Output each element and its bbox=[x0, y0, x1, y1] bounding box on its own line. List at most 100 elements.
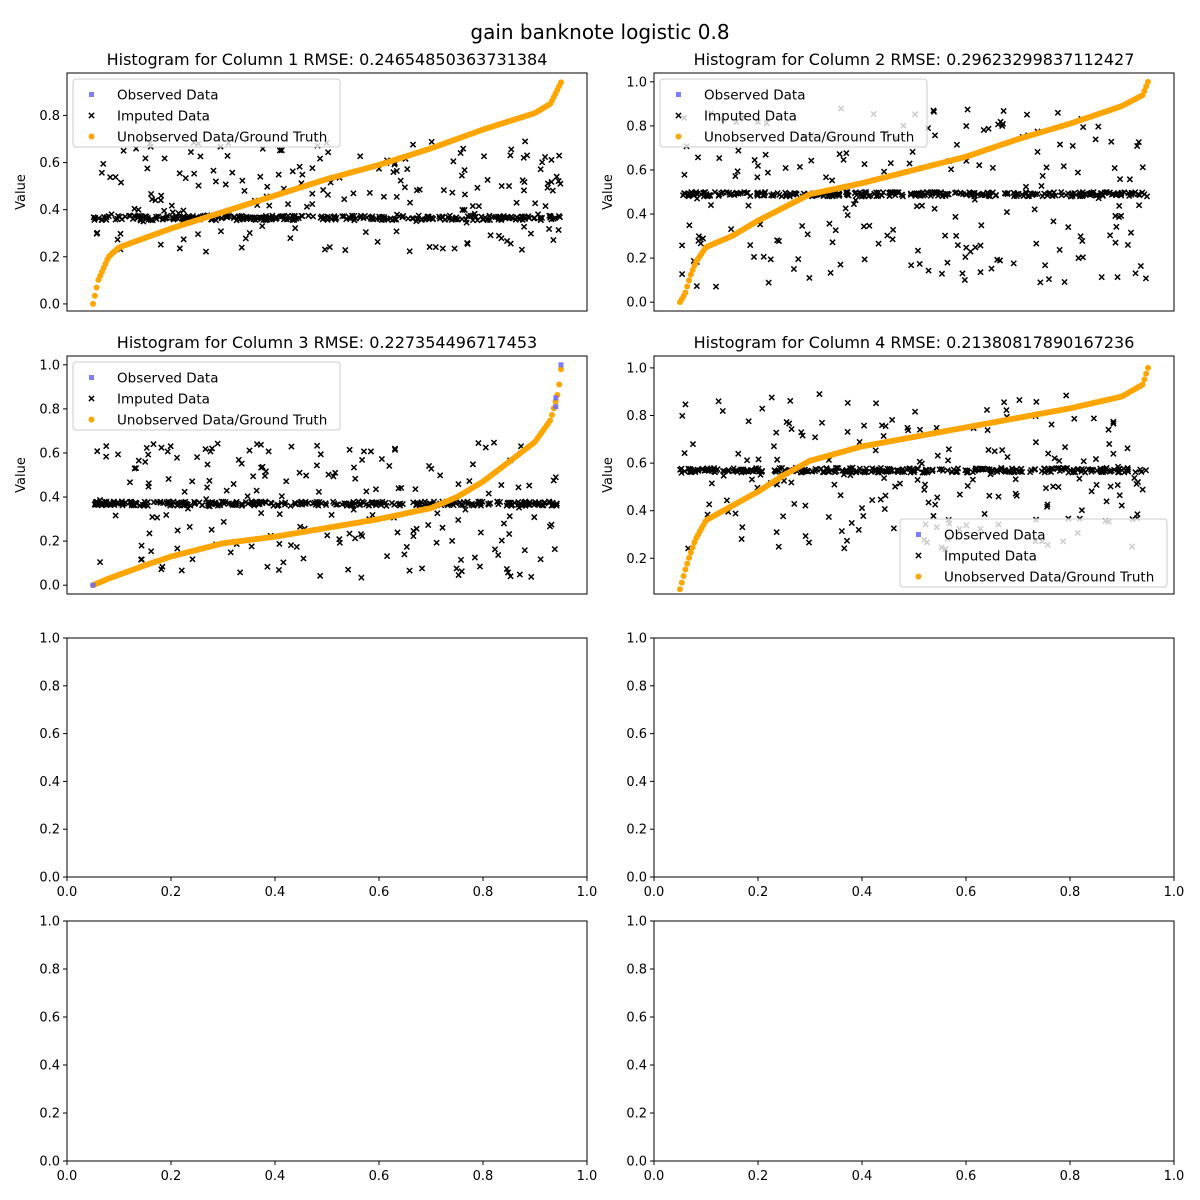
imputed-point bbox=[755, 468, 763, 475]
imputed-point bbox=[1117, 192, 1125, 199]
imputed-point bbox=[798, 429, 805, 436]
y-tick-label: 0.6 bbox=[39, 446, 60, 461]
x-tick-label: 0.6 bbox=[956, 885, 977, 900]
imputed-point bbox=[292, 225, 299, 232]
imputed-point bbox=[1115, 469, 1122, 476]
imputed-point bbox=[779, 513, 787, 520]
imputed-point bbox=[498, 182, 505, 190]
imputed-point bbox=[138, 213, 145, 220]
imputed-point bbox=[259, 222, 266, 230]
imputed-point bbox=[477, 529, 484, 536]
y-tick-label: 0.2 bbox=[626, 252, 647, 267]
imputed-point bbox=[145, 451, 152, 458]
imputed-point bbox=[944, 259, 951, 266]
imputed-point bbox=[455, 516, 462, 524]
imputed-point bbox=[180, 236, 187, 243]
imputed-point bbox=[470, 501, 478, 508]
imputed-point bbox=[686, 222, 693, 229]
imputed-point bbox=[1045, 276, 1053, 283]
imputed-point bbox=[774, 456, 781, 463]
imputed-point bbox=[881, 505, 888, 513]
imputed-point bbox=[820, 468, 827, 475]
ground-truth-point bbox=[677, 586, 683, 593]
imputed-point bbox=[334, 501, 341, 508]
imputed-point bbox=[860, 223, 868, 230]
imputed-point bbox=[1023, 111, 1031, 118]
imputed-point bbox=[556, 152, 563, 159]
subplot-2: Histogram for Column 2 RMSE: 0.296232998… bbox=[601, 50, 1175, 312]
imputed-point bbox=[309, 190, 316, 197]
imputed-point bbox=[318, 499, 325, 507]
imputed-point bbox=[896, 480, 904, 487]
imputed-point bbox=[818, 419, 826, 426]
ground-truth-point bbox=[682, 566, 689, 573]
imputed-point bbox=[262, 468, 270, 475]
imputed-point bbox=[1061, 278, 1068, 286]
ground-truth-point bbox=[684, 560, 691, 567]
y-tick-label: 0.0 bbox=[39, 297, 60, 312]
imputed-point bbox=[808, 157, 815, 164]
imputed-point bbox=[1080, 458, 1087, 465]
y-tick-label: 0.4 bbox=[626, 775, 647, 790]
imputed-point bbox=[702, 188, 709, 196]
imputed-point bbox=[913, 190, 920, 197]
imputed-point bbox=[386, 462, 393, 470]
imputed-point bbox=[358, 574, 365, 581]
imputed-point bbox=[1013, 193, 1020, 200]
imputed-point bbox=[791, 189, 798, 197]
imputed-point bbox=[678, 270, 686, 278]
imputed-point bbox=[904, 424, 911, 431]
imputed-point bbox=[238, 500, 246, 507]
imputed-point bbox=[1076, 475, 1083, 482]
y-tick-label: 1.0 bbox=[626, 361, 647, 376]
imputed-point bbox=[1126, 176, 1134, 183]
axes-frame bbox=[66, 637, 588, 878]
imputed-point bbox=[802, 502, 809, 509]
imputed-point bbox=[799, 432, 806, 439]
imputed-point bbox=[168, 202, 175, 209]
imputed-point bbox=[144, 502, 152, 509]
imputed-point bbox=[1010, 469, 1018, 476]
imputed-point bbox=[287, 542, 295, 549]
imputed-point bbox=[458, 172, 465, 179]
imputed-point bbox=[282, 499, 289, 506]
imputed-point bbox=[154, 514, 161, 521]
y-tick-label: 1.0 bbox=[39, 915, 60, 930]
ground-truth-point bbox=[689, 544, 696, 551]
imputed-point bbox=[1093, 481, 1100, 488]
imputed-point bbox=[475, 439, 482, 447]
imputed-point bbox=[391, 446, 399, 453]
legend-box bbox=[72, 361, 341, 431]
imputed-point bbox=[357, 214, 364, 221]
imputed-point bbox=[1051, 455, 1058, 462]
imputed-point bbox=[238, 460, 245, 467]
imputed-point bbox=[1022, 183, 1030, 190]
x-tick-label: 0.2 bbox=[161, 1169, 182, 1184]
imputed-point bbox=[495, 551, 502, 559]
imputed-point bbox=[1058, 192, 1065, 199]
imputed-point bbox=[942, 190, 950, 198]
y-tick-label: 0.2 bbox=[39, 1107, 60, 1122]
imputed-point bbox=[1023, 190, 1030, 197]
imputed-point bbox=[726, 189, 733, 196]
imputed-point bbox=[832, 464, 840, 472]
imputed-point bbox=[424, 214, 432, 221]
imputed-point bbox=[403, 543, 410, 551]
imputed-point bbox=[548, 156, 555, 164]
imputed-point bbox=[847, 472, 854, 479]
imputed-point bbox=[971, 196, 978, 203]
imputed-point bbox=[194, 230, 202, 238]
imputed-point bbox=[953, 141, 961, 148]
imputed-point bbox=[503, 237, 511, 245]
legend-label: Observed Data bbox=[117, 88, 218, 104]
imputed-point bbox=[93, 498, 101, 505]
imputed-point bbox=[966, 189, 973, 196]
ground-truth-point bbox=[686, 554, 693, 561]
imputed-point bbox=[889, 236, 896, 243]
y-tick-label: 0.6 bbox=[626, 1011, 647, 1026]
legend-imputed-marker bbox=[675, 112, 682, 119]
imputed-point bbox=[159, 563, 166, 570]
imputed-point bbox=[410, 527, 417, 535]
imputed-point bbox=[1037, 279, 1044, 286]
imputed-point bbox=[450, 158, 457, 165]
